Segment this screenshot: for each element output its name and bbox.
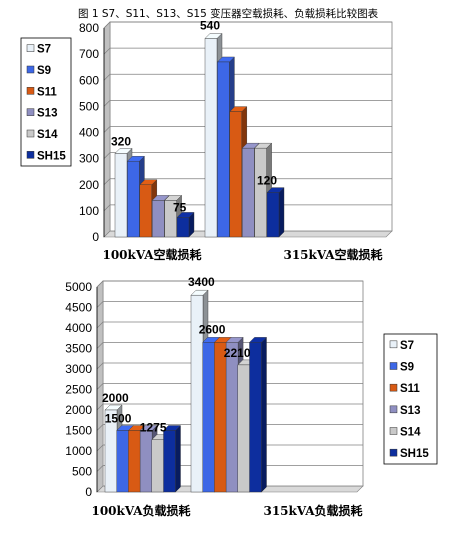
legend-swatch-s13: [389, 405, 398, 414]
legend-label-s11: S11: [37, 86, 57, 98]
data-label: 320: [111, 134, 131, 148]
gridline-diag: [96, 362, 104, 370]
legend-swatch-s7: [26, 44, 35, 52]
gridline-diag: [96, 444, 104, 452]
y-tick-label: 500: [79, 99, 99, 113]
gridline-diag: [96, 465, 104, 472]
y-tick-label: 600: [79, 73, 99, 87]
y-tick-label: 1500: [65, 424, 92, 438]
legend-label-sh15: SH15: [400, 448, 429, 460]
bar-sh15-2: [249, 336, 267, 493]
y-tick-label: 500: [72, 465, 92, 479]
data-label: 170: [354, 0, 374, 3]
y-tick-label: 0: [92, 230, 99, 244]
legend-swatch-s11: [389, 383, 398, 392]
category-label: 100kVA负载损耗: [91, 503, 190, 518]
legend-label-s7: S7: [37, 44, 51, 56]
data-label: 3400: [188, 275, 215, 289]
data-label: 120: [257, 174, 277, 188]
chart-1: 0 100 200 300 400 500 600 700 800 320 75 540 120 760 1…: [20, 0, 393, 262]
gridline-diag: [96, 321, 104, 329]
data-label: 3100: [311, 0, 338, 3]
bar-sh15-1: [163, 425, 181, 493]
y-tick-label: 200: [79, 178, 99, 192]
legend-box: [20, 37, 72, 167]
y-tick-label: 5000: [65, 280, 92, 294]
y-tick-label: 400: [79, 126, 99, 140]
bar-sh15-1: [176, 211, 195, 238]
legend-swatch-s14: [389, 427, 398, 435]
legend-label-s14: S14: [400, 427, 421, 439]
y-tick-label: 3500: [65, 342, 92, 356]
data-label: 2000: [102, 391, 129, 405]
gridline-diag: [103, 100, 111, 107]
gridline-diag: [96, 280, 104, 288]
gridline-diag: [103, 178, 111, 185]
data-label: 3650: [286, 0, 313, 3]
legend-swatch-s9: [389, 362, 398, 370]
gridline-diag: [103, 47, 111, 55]
gridline-diag: [103, 204, 111, 212]
data-label: 540: [200, 18, 220, 32]
data-label: 2210: [224, 346, 251, 360]
gridline-diag: [103, 21, 111, 29]
legend-label-s11: S11: [400, 383, 420, 395]
legend: S7 S9 S11 S13 S14 SH15: [383, 333, 438, 465]
data-label: 1500: [105, 412, 132, 426]
legend: S7 S9 S11 S13 S14 SH15: [20, 37, 72, 167]
gridline-diag: [96, 342, 104, 349]
y-tick-label: 300: [79, 152, 99, 166]
legend-swatch-sh15: [389, 448, 398, 457]
y-tick-label: 4000: [65, 321, 92, 335]
gridline-diag: [96, 301, 104, 308]
gridline-diag: [96, 383, 104, 390]
data-label: 1275: [140, 421, 167, 435]
chart-2: 0500100015002000250030003500400045005000…: [65, 0, 438, 518]
gridline-diag: [96, 424, 104, 431]
gridline-diag: [96, 403, 104, 411]
legend-swatch-s9: [26, 65, 35, 74]
y-tick-label: 4500: [65, 301, 92, 315]
legend-label-s14: S14: [37, 129, 58, 141]
gridline-diag: [103, 74, 111, 81]
legend-box: [383, 333, 438, 465]
legend-label-sh15: SH15: [37, 150, 66, 162]
data-label: 760: [291, 0, 311, 3]
y-tick-label: 2500: [65, 383, 92, 397]
data-label: 4800: [275, 0, 302, 3]
y-tick-label: 1000: [65, 444, 92, 458]
legend-label-s9: S9: [400, 362, 414, 374]
y-tick-label: 2000: [65, 403, 92, 417]
legend-swatch-sh15: [26, 151, 35, 159]
y-tick-label: 700: [79, 47, 99, 61]
legend-swatch-s13: [26, 108, 35, 116]
gridline-diag: [103, 126, 111, 133]
legend-label-s13: S13: [400, 405, 420, 417]
y-tick-label: 100: [79, 204, 99, 218]
legend-swatch-s7: [389, 340, 398, 349]
y-tick-label: 0: [85, 485, 92, 499]
y-tick-label: 3000: [65, 362, 92, 376]
category-label: 100kVA空载损耗: [102, 247, 201, 262]
legend-label-s13: S13: [37, 108, 57, 120]
category-label: 315kVA负载损耗: [263, 503, 362, 518]
legend-label-s7: S7: [400, 340, 414, 352]
legend-label-s9: S9: [37, 65, 51, 77]
legend-swatch-s11: [26, 87, 35, 95]
gridline-diag: [103, 152, 111, 159]
data-label: 2600: [199, 322, 226, 336]
y-tick-label: 800: [79, 21, 99, 35]
legend-swatch-s14: [26, 129, 35, 138]
data-label: 75: [173, 200, 187, 214]
bar-sh15-2: [266, 187, 285, 238]
figure-title: 图 1 S7、S11、S13、S15 变压器空载损耗、负载损耗比较图表: [78, 8, 379, 20]
category-label: 315kVA空载损耗: [283, 247, 382, 262]
